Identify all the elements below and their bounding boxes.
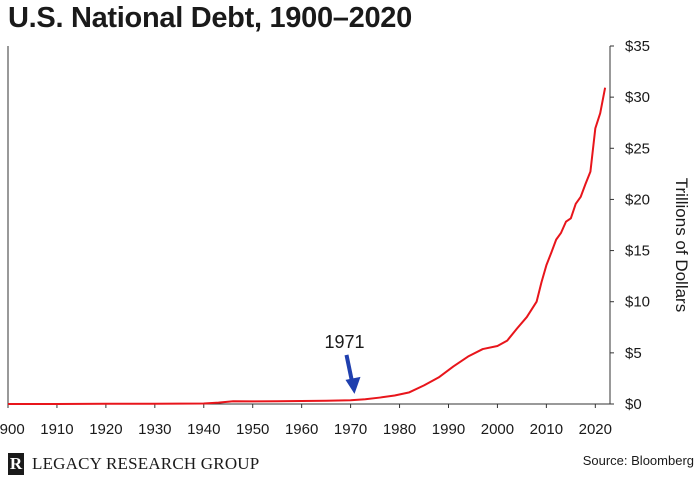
- annotation-label: 1971: [324, 332, 364, 352]
- x-tick-label: 1980: [383, 421, 416, 438]
- x-tick-label: 2010: [530, 421, 563, 438]
- x-tick-label: 1970: [334, 421, 367, 438]
- y-axis-title: Trillions of Dollars: [672, 178, 691, 312]
- source-note: Source: Bloomberg: [582, 453, 694, 468]
- x-tick-label: 1960: [285, 421, 318, 438]
- y-tick-label: $25: [625, 140, 650, 157]
- x-tick-label: 1940: [187, 421, 220, 438]
- y-tick-label: $10: [625, 294, 650, 311]
- annotation-arrow-head: [345, 376, 361, 394]
- logo-mark-icon: R: [8, 453, 24, 475]
- x-tick-label: 1950: [236, 421, 269, 438]
- x-tick-label: 2000: [481, 421, 514, 438]
- x-tick-label: 2020: [579, 421, 612, 438]
- y-tick-label: $30: [625, 89, 650, 106]
- x-tick-label: 1920: [89, 421, 122, 438]
- x-tick-label: 1910: [40, 421, 73, 438]
- y-tick-label: $5: [625, 345, 642, 362]
- x-tick-label: 1900: [0, 421, 25, 438]
- x-tick-label: 1990: [432, 421, 465, 438]
- logo-name: LEGACY RESEARCH GROUP: [32, 454, 260, 473]
- y-tick-label: $0: [625, 396, 642, 413]
- y-tick-label: $15: [625, 243, 650, 260]
- y-tick-label: $35: [625, 38, 650, 55]
- x-tick-label: 1930: [138, 421, 171, 438]
- y-tick-label: $20: [625, 191, 650, 208]
- chart-title: U.S. National Debt, 1900–2020: [8, 2, 412, 34]
- debt-series-line: [8, 87, 607, 405]
- brand-logo: R LEGACY RESEARCH GROUP: [8, 453, 259, 475]
